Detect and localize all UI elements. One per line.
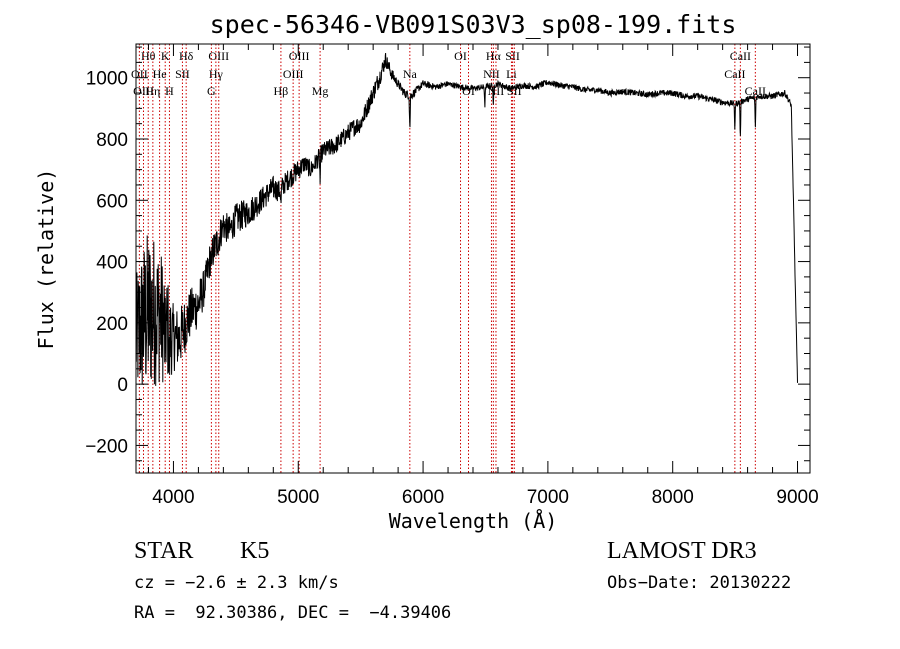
object-class: STAR [134, 538, 194, 564]
spectral-line-label: NII [483, 67, 500, 81]
redshift-cz: cz = −2.6 ± 2.3 km/s [134, 573, 339, 593]
x-axis-label: Wavelength (Å) [389, 509, 558, 533]
x-tick-label: 7000 [527, 487, 569, 508]
spectral-line-label: OIII [289, 49, 310, 63]
spectral-line-label: Hδ [179, 49, 194, 63]
y-tick-label: 800 [96, 130, 128, 151]
chart-title: spec-56346-VB091S03V3_sp08-199.fits [210, 10, 737, 39]
spectral-line-label: SII [505, 49, 520, 63]
y-tick-label: 0 [117, 375, 128, 396]
x-axis: 4000 5000 6000 7000 8000 9000 [147, 44, 819, 508]
y-tick-label: 1000 [86, 69, 128, 90]
y-tick-label: −200 [85, 436, 128, 457]
spectral-line-label: G [207, 84, 216, 98]
spectral-line-label: Hη [145, 84, 160, 98]
spectral-line-label: OII [131, 67, 148, 81]
spectral-line-label: H [165, 84, 174, 98]
y-axis: −200 0 200 400 600 800 1000 [85, 46, 810, 462]
survey-name: LAMOST DR3 [607, 538, 757, 564]
y-axis-label: Flux (relative) [34, 169, 58, 350]
spectral-line-label: CaII [745, 84, 766, 98]
spectrum-series [135, 52, 798, 386]
spectral-line-label: Hθ [141, 49, 156, 63]
x-tick-label: 6000 [402, 487, 444, 508]
spectral-line-label: Mg [312, 84, 329, 98]
spectral-line-label: Hβ [274, 84, 289, 98]
spectrum-line [135, 52, 798, 386]
x-tick-label: 8000 [652, 487, 694, 508]
plot-frame [135, 43, 811, 474]
spectral-line-label: OI [454, 49, 467, 63]
spectral-line-label: OIII [133, 84, 154, 98]
x-tick-label: 9000 [776, 487, 818, 508]
x-tick-label: 4000 [152, 487, 194, 508]
spectral-line-label: Na [403, 67, 418, 81]
spectral-line-label: CaII [730, 49, 751, 63]
observation-date: Obs−Date: 20130222 [607, 573, 792, 593]
spectral-line-label: SII [175, 67, 190, 81]
spectral-line-label: OIII [283, 67, 304, 81]
spectral-line-label: K [161, 49, 170, 63]
x-tick-label: 5000 [277, 487, 319, 508]
y-tick-label: 200 [96, 314, 128, 335]
spectral-line-label: He [153, 67, 167, 81]
object-subclass: K5 [240, 538, 270, 564]
spectral-line-label: Hα [486, 49, 502, 63]
spectral-line-label: Hγ [209, 67, 224, 81]
y-tick-label: 600 [96, 191, 128, 212]
spectral-line-label: OIII [208, 49, 229, 63]
coordinates: RA = 92.30386, DEC = −4.39406 [134, 603, 452, 623]
spectral-line-label: CaII [724, 67, 745, 81]
spectral-line-label: Li [506, 67, 517, 81]
y-tick-label: 400 [96, 253, 128, 274]
